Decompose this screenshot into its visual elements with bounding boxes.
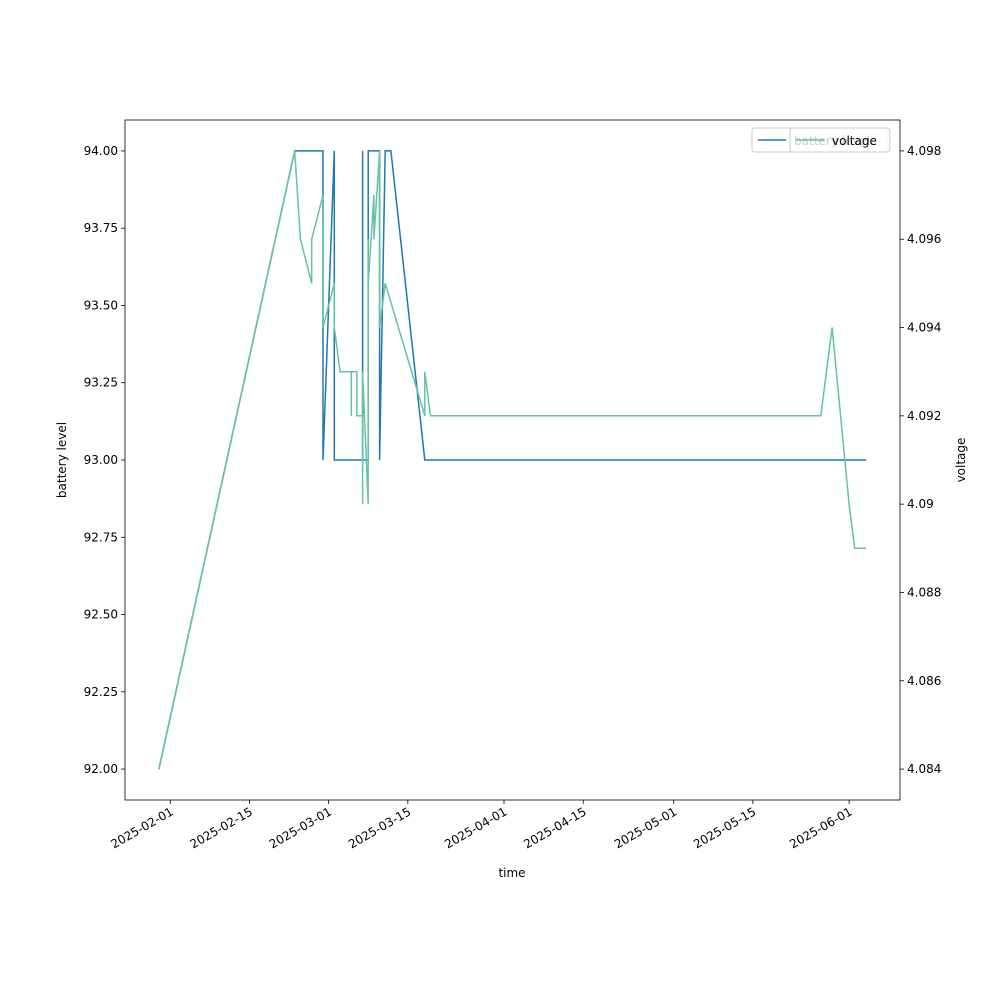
x-axis-label: time (498, 866, 525, 880)
y-tick-label: 94.00 (84, 144, 118, 158)
line (158, 150, 867, 770)
x-tick-label: 2025-03-15 (346, 804, 413, 851)
legend-label: voltage (832, 134, 877, 148)
y-axis-label: battery level (55, 422, 69, 498)
y-tick-label: 92.00 (84, 762, 118, 776)
x-tick-label: 2025-04-15 (521, 804, 588, 851)
y2-tick-label: 4.094 (907, 321, 941, 335)
y-tick-label: 93.25 (84, 376, 118, 390)
x-tick-label: 2025-06-01 (787, 804, 854, 851)
y2-tick-label: 4.098 (907, 144, 941, 158)
y2-axis-label: voltage (954, 438, 968, 483)
x-tick-label: 2025-03-01 (267, 804, 334, 851)
y2-tick-label: 4.09 (907, 497, 934, 511)
plot-frame (124, 119, 901, 801)
x-tick-label: 2025-02-01 (108, 804, 175, 851)
y2-tick-label: 4.084 (907, 762, 941, 776)
y2-tick-label: 4.086 (907, 674, 941, 688)
y-tick-label: 92.50 (84, 608, 118, 622)
x-tick-label: 2025-02-15 (188, 804, 255, 851)
y2-tick-label: 4.096 (907, 232, 941, 246)
y-tick-label: 92.25 (84, 685, 118, 699)
y2-tick-label: 4.088 (907, 585, 941, 599)
y-tick-label: 93.75 (84, 221, 118, 235)
x-tick-label: 2025-05-15 (691, 804, 758, 851)
y-tick-label: 92.75 (84, 530, 118, 544)
x-tick-label: 2025-05-01 (612, 804, 679, 851)
y-tick-label: 93.00 (84, 453, 118, 467)
legend-box (789, 127, 891, 153)
line (158, 150, 867, 770)
y-tick-label: 93.50 (84, 298, 118, 312)
x-tick-label: 2025-04-01 (442, 804, 509, 851)
y2-tick-label: 4.092 (907, 409, 941, 423)
